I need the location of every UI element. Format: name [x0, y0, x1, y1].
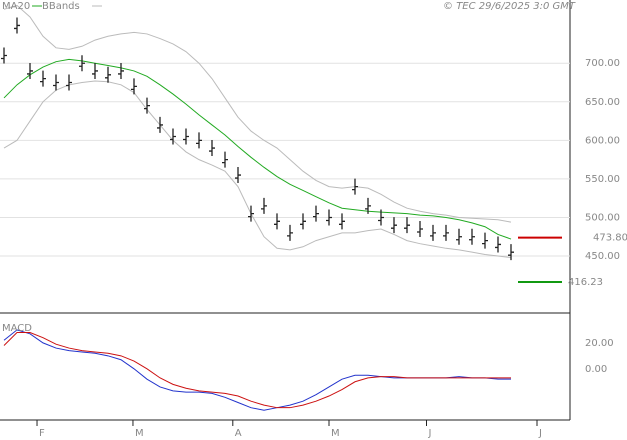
series-line: [3, 80, 512, 259]
price-bar: [482, 232, 488, 249]
price-bar: [274, 213, 280, 230]
price-bar: [209, 140, 215, 157]
price-bar: [144, 97, 150, 114]
legend-entry: MA20: [2, 1, 30, 12]
level-label: 473.80: [593, 233, 627, 244]
price-bar: [53, 74, 59, 91]
y-tick-label: 600.00: [585, 135, 620, 146]
price-bar: [508, 244, 514, 261]
x-tick-label: F: [39, 428, 45, 439]
price-bar: [287, 224, 293, 241]
price-bar: [196, 132, 202, 149]
level-label: 416.23: [568, 277, 603, 288]
price-bar: [378, 209, 384, 226]
price-bar: [261, 197, 267, 214]
price-bar: [157, 116, 163, 133]
price-bar: [222, 151, 228, 168]
price-bar: [105, 66, 111, 83]
price-bar: [92, 62, 98, 79]
x-tick-label: J: [538, 428, 542, 439]
price-bar: [79, 55, 85, 72]
price-bar: [339, 213, 345, 230]
copyright: © TEC 29/6/2025 3:0 GMT: [443, 1, 576, 12]
y-tick-label: 20.00: [585, 338, 614, 349]
price-bar: [313, 205, 319, 222]
series-line: [3, 332, 511, 409]
price-bar: [66, 74, 72, 91]
panel-title: MACD: [2, 323, 32, 334]
price-bar: [456, 228, 462, 245]
price-bar: [14, 17, 20, 34]
price-bar: [430, 224, 436, 241]
price-bar: [352, 178, 358, 195]
y-tick-label: 650.00: [585, 97, 620, 108]
x-tick-label: M: [331, 428, 340, 439]
price-bar: [248, 205, 254, 222]
series-line: [3, 4, 512, 223]
y-tick-label: 0.00: [585, 364, 607, 375]
x-tick-label: A: [235, 428, 242, 439]
price-bar: [170, 128, 176, 145]
price-bar: [365, 197, 371, 214]
price-bar: [118, 62, 124, 79]
x-tick-label: J: [428, 428, 432, 439]
price-bar: [27, 62, 33, 79]
price-bar: [300, 213, 306, 230]
series-line: [3, 58, 512, 240]
y-tick-label: 450.00: [585, 251, 620, 262]
x-tick-label: M: [135, 428, 144, 439]
price-bar: [131, 78, 137, 95]
price-bar: [469, 228, 475, 245]
y-tick-label: 700.00: [585, 58, 620, 69]
price-bar: [326, 209, 332, 226]
price-bar: [183, 128, 189, 145]
y-tick-label: 550.00: [585, 174, 620, 185]
price-bar: [417, 221, 423, 238]
price-bar: [40, 70, 46, 87]
price-bar: [391, 217, 397, 234]
price-bar: [1, 47, 7, 64]
legend-entry: BBands: [42, 1, 80, 12]
price-bar: [443, 224, 449, 241]
price-bar: [404, 217, 410, 234]
y-tick-label: 500.00: [585, 212, 620, 223]
price-bar: [235, 167, 241, 184]
price-bar: [495, 236, 501, 253]
